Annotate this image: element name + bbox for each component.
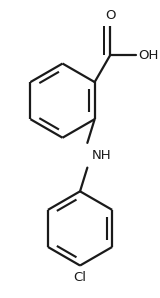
Text: OH: OH — [138, 49, 158, 62]
Text: Cl: Cl — [74, 271, 87, 284]
Text: NH: NH — [92, 149, 111, 162]
Text: O: O — [105, 9, 115, 22]
